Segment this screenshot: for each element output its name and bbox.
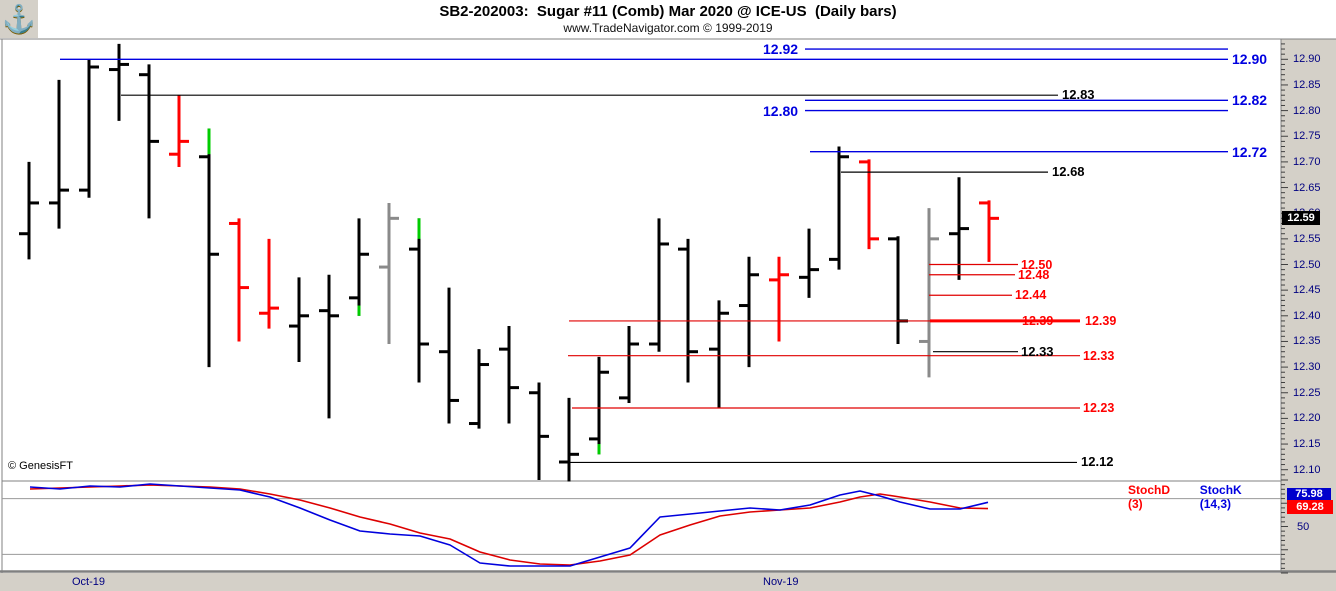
ohlc-bar[interactable] xyxy=(619,326,639,404)
price-axis-label: 12.40 xyxy=(1293,309,1321,322)
ohlc-bar[interactable] xyxy=(319,274,339,419)
stochk-line xyxy=(29,483,989,567)
date-label-Nov-19[interactable]: Nov-19 xyxy=(763,576,799,588)
price-axis-label: 12.75 xyxy=(1293,130,1321,143)
last-price-badge: 12.59 xyxy=(1282,211,1320,225)
level-label-12.44[interactable]: 12.44 xyxy=(1015,288,1047,303)
stochd-value-badge: 69.28 xyxy=(1287,500,1333,514)
level-label-12.39[interactable]: 12.39 xyxy=(1022,313,1054,328)
level-label-12.68[interactable]: 12.68 xyxy=(1052,164,1085,180)
stochd-legend-label[interactable]: StochD (3) xyxy=(1128,483,1170,511)
level-label-12.48[interactable]: 12.48 xyxy=(1018,267,1050,282)
level-label-12.83[interactable]: 12.83 xyxy=(1062,87,1095,103)
ohlc-bar[interactable] xyxy=(139,64,159,219)
price-axis-label: 12.15 xyxy=(1293,438,1321,451)
ohlc-bar[interactable] xyxy=(289,277,309,362)
ohlc-bar[interactable] xyxy=(799,228,819,298)
ohlc-bar[interactable] xyxy=(79,59,99,198)
price-axis-label: 12.70 xyxy=(1293,155,1321,168)
chart-subtitle: www.TradeNavigator.com © 1999-2019 xyxy=(563,21,773,35)
level-label-12.82[interactable]: 12.82 xyxy=(1232,92,1268,109)
price-axis-label: 12.85 xyxy=(1293,78,1321,91)
level-label-12.12[interactable]: 12.12 xyxy=(1081,454,1114,470)
date-label-Oct-19[interactable]: Oct-19 xyxy=(72,576,106,588)
ohlc-bar[interactable] xyxy=(169,95,189,168)
price-axis-label: 12.45 xyxy=(1293,284,1321,297)
ohlc-bar[interactable] xyxy=(469,349,489,429)
ohlc-bar[interactable] xyxy=(888,236,908,345)
price-axis-label: 12.55 xyxy=(1293,232,1321,245)
ohlc-bar[interactable] xyxy=(49,79,69,229)
level-label-12.33[interactable]: 12.33 xyxy=(1021,343,1054,359)
ohlc-bar[interactable] xyxy=(949,177,969,280)
ohlc-bar[interactable] xyxy=(769,256,789,342)
stochk-value-badge: 75.98 xyxy=(1287,488,1331,501)
ohlc-bar[interactable] xyxy=(259,238,279,329)
ohlc-bar[interactable] xyxy=(19,161,39,260)
sextant-icon: ⚓ xyxy=(2,3,36,34)
ohlc-bar[interactable] xyxy=(529,382,549,480)
ohlc-bar[interactable] xyxy=(979,200,999,262)
price-axis-strip[interactable] xyxy=(1281,39,1336,573)
price-axis-label: 12.30 xyxy=(1293,361,1321,374)
ohlc-bar[interactable] xyxy=(409,218,429,383)
ohlc-bar[interactable] xyxy=(109,43,129,121)
stochk-legend-label[interactable]: StochK (14,3) xyxy=(1199,483,1242,511)
ohlc-bar[interactable] xyxy=(589,356,609,455)
ohlc-bar[interactable] xyxy=(709,300,729,409)
level-label-12.80[interactable]: 12.80 xyxy=(763,102,799,119)
ohlc-bar[interactable] xyxy=(739,256,759,368)
level-label-12.92[interactable]: 12.92 xyxy=(763,41,799,58)
ohlc-bar[interactable] xyxy=(649,218,669,352)
ohlc-bar[interactable] xyxy=(829,146,849,270)
level-label-12.23[interactable]: 12.23 xyxy=(1083,401,1115,415)
ohlc-bar[interactable] xyxy=(499,326,519,424)
price-axis-label: 12.10 xyxy=(1293,463,1321,476)
ohlc-bar[interactable] xyxy=(859,159,879,250)
level-label-12.39[interactable]: 12.39 xyxy=(1085,313,1117,328)
price-axis-label: 12.80 xyxy=(1293,104,1321,117)
price-axis-label: 12.20 xyxy=(1293,412,1321,425)
ohlc-bar[interactable] xyxy=(919,208,939,378)
level-label-12.72[interactable]: 12.72 xyxy=(1232,143,1268,160)
ohlc-bar[interactable] xyxy=(349,218,369,316)
stochd-line xyxy=(29,484,989,566)
chart-title: SB2-202003: Sugar #11 (Comb) Mar 2020 @ … xyxy=(439,3,897,20)
price-axis-label: 12.50 xyxy=(1293,258,1321,271)
ohlc-bar[interactable] xyxy=(439,287,459,424)
stoch-axis-label: 50 xyxy=(1297,520,1310,533)
ohlc-bar[interactable] xyxy=(678,238,698,383)
level-label-12.90[interactable]: 12.90 xyxy=(1232,51,1268,68)
price-axis-label: 12.90 xyxy=(1293,53,1321,66)
price-axis-label: 12.35 xyxy=(1293,335,1321,348)
ohlc-bar[interactable] xyxy=(559,397,579,482)
ohlc-bar[interactable] xyxy=(379,202,399,345)
level-label-12.50[interactable]: 12.50 xyxy=(1021,257,1053,272)
level-label-12.33[interactable]: 12.33 xyxy=(1083,348,1115,363)
stoch-legend: StochD (3) StochK (14,3) xyxy=(1128,483,1276,511)
genesisft-copyright: © GenesisFT xyxy=(8,460,73,472)
ohlc-bar[interactable] xyxy=(199,128,219,368)
price-axis-label: 12.65 xyxy=(1293,181,1321,194)
app-logo-patch[interactable]: ⚓ xyxy=(0,0,38,38)
date-axis-strip[interactable] xyxy=(0,573,1336,591)
ohlc-bar[interactable] xyxy=(229,218,249,342)
price-axis-label: 12.25 xyxy=(1293,386,1321,399)
